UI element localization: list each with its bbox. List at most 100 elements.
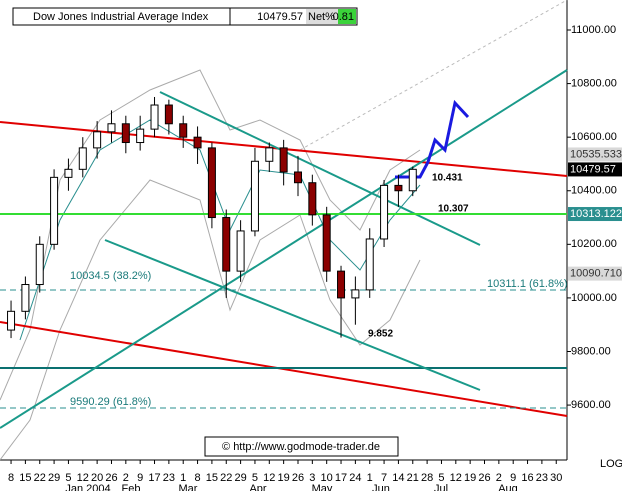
x-tick-label: 23 <box>536 472 548 484</box>
candle-body <box>380 184 389 240</box>
annotation: 10034.5 (38.2%) <box>70 270 151 282</box>
x-tick-label: 7 <box>381 472 387 484</box>
x-tick-label: 12 <box>263 472 275 484</box>
candle-body <box>322 214 331 272</box>
y-tick-label: 9800.00 <box>571 345 611 357</box>
month-label: Jan 2004 <box>65 483 110 491</box>
y-tick-label: 10600.00 <box>571 131 617 143</box>
x-tick-label: 17 <box>148 472 160 484</box>
copyright-box <box>204 436 399 457</box>
candle-body <box>394 184 403 192</box>
x-tick-label: 26 <box>292 472 304 484</box>
x-tick-label: 30 <box>550 472 562 484</box>
y-tick-label: 10200.00 <box>571 238 617 250</box>
x-tick-label: 8 <box>8 472 14 484</box>
trend-line <box>159 91 481 246</box>
candle-body <box>164 104 173 125</box>
x-tick-label: 29 <box>48 472 60 484</box>
x-tick-label: 12 <box>450 472 462 484</box>
candle-body <box>293 171 302 184</box>
candle-body <box>279 147 288 173</box>
candle-body <box>50 176 59 245</box>
candle-body <box>150 104 159 130</box>
x-tick-label: 9 <box>137 472 143 484</box>
x-tick-label: 3 <box>309 472 315 484</box>
y-tick-label: 10000.00 <box>571 292 617 304</box>
candle-body <box>308 182 317 216</box>
price-box <box>568 147 622 162</box>
x-tick-label: 1 <box>180 472 186 484</box>
x-tick-label: 19 <box>278 472 290 484</box>
annotation: 9.852 <box>368 329 393 340</box>
y-tick-label: 10400.00 <box>571 185 617 197</box>
header-cell <box>338 9 356 24</box>
candle-body <box>193 136 202 149</box>
month-label: Jul <box>434 483 448 491</box>
y-tick-label: 10800.00 <box>571 77 617 89</box>
candle-body <box>121 123 130 144</box>
annotation: 10.431 <box>432 173 463 184</box>
x-tick-label: 14 <box>392 472 404 484</box>
x-tick-label: 1 <box>367 472 373 484</box>
price-box <box>568 162 622 177</box>
candle-body <box>64 168 73 178</box>
month-label: Apr <box>249 483 266 491</box>
x-tick-label: 29 <box>234 472 246 484</box>
x-tick-label: 5 <box>65 472 71 484</box>
x-tick-label: 15 <box>206 472 218 484</box>
annotation: 10311.1 (61.8%) <box>487 278 568 290</box>
trend-line <box>0 69 568 429</box>
bollinger-band <box>0 179 421 461</box>
x-tick-label: 16 <box>521 472 533 484</box>
candle-body <box>222 217 231 272</box>
x-tick-label: 10 <box>321 472 333 484</box>
x-tick-label: 20 <box>91 472 103 484</box>
price-label: 10479.57 <box>570 163 616 175</box>
x-tick-label: 23 <box>163 472 175 484</box>
month-label: Jun <box>372 483 390 491</box>
x-tick-label: 2 <box>123 472 129 484</box>
month-label: Feb <box>122 483 141 491</box>
x-tick-label: 28 <box>421 472 433 484</box>
annotation: 10.307 <box>438 204 469 215</box>
candle-body <box>7 310 16 331</box>
candle-body <box>136 128 145 144</box>
x-tick-label: 22 <box>220 472 232 484</box>
price-label: 10535.533 <box>570 148 622 160</box>
header-last: 10479.57 <box>257 11 303 23</box>
candle-body <box>365 238 374 291</box>
x-tick-label: 5 <box>438 472 444 484</box>
x-tick-label: 5 <box>252 472 258 484</box>
y-tick-label: 11000.00 <box>571 24 616 36</box>
candle-body <box>78 147 87 170</box>
candle-body <box>207 147 216 219</box>
header-title: Dow Jones Industrial Average Index <box>33 11 209 23</box>
bollinger-band <box>0 69 421 401</box>
copyright: © http://www.godmode-trader.de <box>222 441 380 453</box>
x-tick-label: 26 <box>105 472 117 484</box>
candle-body <box>93 131 102 149</box>
candle-body <box>107 123 116 133</box>
price-box <box>568 266 622 281</box>
drawing-layer <box>0 0 568 461</box>
candle-body <box>179 123 188 138</box>
header-box <box>12 7 358 26</box>
candle-body <box>236 230 245 272</box>
x-tick-label: 19 <box>464 472 476 484</box>
forecast-path <box>395 99 470 179</box>
candle-body <box>35 243 44 286</box>
header-net-label: Net% <box>308 11 335 23</box>
x-tick-label: 8 <box>194 472 200 484</box>
trend-line <box>104 239 481 391</box>
x-tick-label: 2 <box>496 472 502 484</box>
candle-body <box>250 160 259 232</box>
y-tick-label: 9600.00 <box>571 399 611 411</box>
log-label: LOG <box>600 458 622 470</box>
x-tick-label: 24 <box>349 472 361 484</box>
x-tick-label: 26 <box>478 472 490 484</box>
header-net: 0.81 <box>333 11 354 23</box>
price-label: 10313.122 <box>570 208 622 220</box>
x-tick-label: 17 <box>335 472 347 484</box>
candle-body <box>21 284 30 312</box>
